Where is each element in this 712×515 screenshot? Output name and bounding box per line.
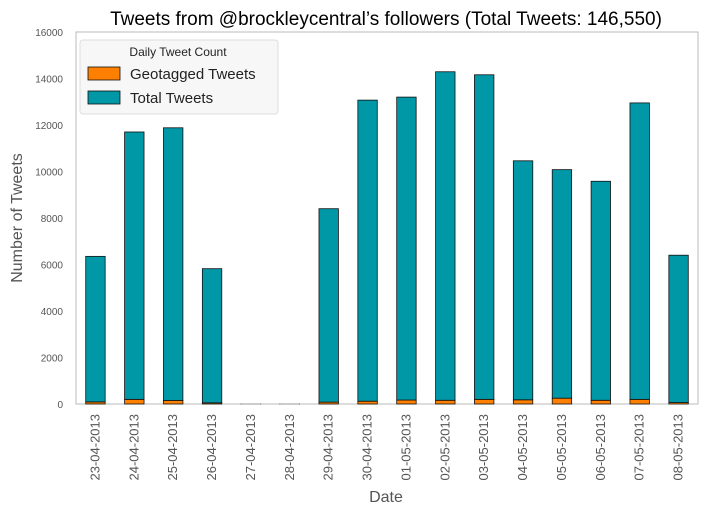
bar-geotagged <box>163 400 184 405</box>
bar-total <box>396 96 417 401</box>
bar-total <box>435 71 456 401</box>
bar-total <box>629 102 650 400</box>
legend-swatch <box>87 66 121 81</box>
x-tick-label: 28-04-2013 <box>282 414 297 481</box>
bar-geotagged <box>124 398 145 405</box>
x-tick-label: 04-05-2013 <box>515 414 530 481</box>
y-tick-label: 2000 <box>41 354 64 365</box>
y-tick-label: 6000 <box>41 261 64 272</box>
bar-total <box>85 255 106 403</box>
x-tick-label: 03-05-2013 <box>476 414 491 481</box>
x-tick-label: 08-05-2013 <box>671 414 686 481</box>
bar-geotagged <box>396 399 417 405</box>
y-tick-label: 16000 <box>35 28 63 39</box>
legend-label: Total Tweets <box>130 90 213 107</box>
bar-total <box>357 99 378 402</box>
x-tick-label: 30-04-2013 <box>360 414 375 481</box>
x-tick-label: 29-04-2013 <box>321 414 336 481</box>
y-tick-label: 8000 <box>41 214 64 225</box>
y-tick-label: 4000 <box>41 307 64 318</box>
bar-geotagged <box>629 398 650 405</box>
x-tick-label: 06-05-2013 <box>593 414 608 481</box>
legend-box <box>79 39 279 115</box>
legend-title: Daily Tweet Count <box>129 45 227 59</box>
legend: Daily Tweet Count Geotagged Tweets Total … <box>79 39 279 115</box>
bar-total <box>201 268 223 404</box>
y-tick-label: 0 <box>57 400 63 411</box>
bar-geotagged <box>512 399 534 405</box>
x-tick-label: 27-04-2013 <box>243 414 258 481</box>
y-tick-label: 14000 <box>35 75 63 86</box>
bar-geotagged <box>474 398 495 405</box>
legend-swatch <box>87 90 121 105</box>
x-tick-label: 05-05-2013 <box>554 414 569 481</box>
bar-total <box>590 180 611 401</box>
bars <box>85 71 689 405</box>
x-tick-label: 24-04-2013 <box>126 414 141 481</box>
y-tick-label: 12000 <box>35 121 63 132</box>
bar-geotagged <box>357 400 378 405</box>
x-tick-label: 01-05-2013 <box>398 414 413 481</box>
bar-total <box>474 74 495 400</box>
y-axis-label: Number of Tweets <box>9 153 26 283</box>
bar-total <box>512 160 534 401</box>
bar-total <box>124 131 145 400</box>
bar-total <box>551 169 573 399</box>
x-tick-label: 26-04-2013 <box>204 414 219 481</box>
chart-title: Tweets from @brockleycentral’s followers… <box>110 9 662 30</box>
bar-total <box>163 127 184 401</box>
bar-total <box>668 254 689 404</box>
x-tick-label: 07-05-2013 <box>632 414 647 481</box>
x-axis-label: Date <box>369 489 403 506</box>
x-tick-label: 23-04-2013 <box>87 414 102 481</box>
x-axis: 23-04-2013 24-04-2013 25-04-2013 26-04-2013… <box>87 414 685 481</box>
bar-geotagged <box>590 399 611 405</box>
legend-label: Geotagged Tweets <box>130 66 256 83</box>
bar-total <box>318 208 339 403</box>
x-tick-label: 25-04-2013 <box>165 414 180 481</box>
bar-geotagged <box>551 397 573 405</box>
bar-geotagged <box>435 399 456 405</box>
x-tick-label: 02-05-2013 <box>437 414 452 481</box>
y-axis: 0 2000 4000 6000 8000 10000 12000 14000 16000 <box>35 28 63 411</box>
y-tick-label: 10000 <box>35 168 63 179</box>
